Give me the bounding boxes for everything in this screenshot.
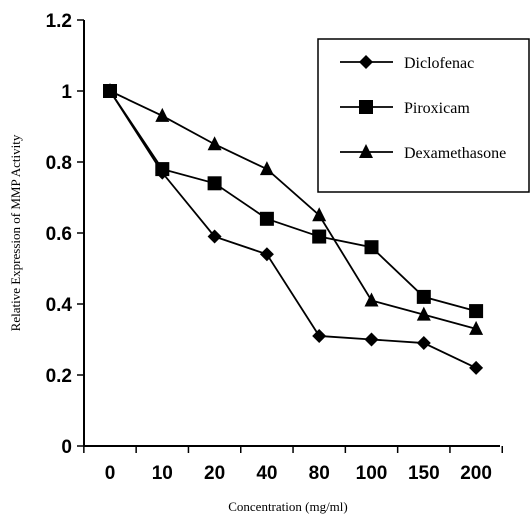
series-dexamethasone (103, 83, 484, 335)
legend-label-diclofenac: Diclofenac (404, 55, 474, 72)
data-point-dexamethasone (469, 320, 484, 335)
x-tick-label: 40 (256, 463, 277, 484)
data-point-piroxicam (312, 229, 327, 244)
x-tick-label: 80 (309, 463, 330, 484)
data-point-dexamethasone (364, 292, 379, 307)
series-group (103, 83, 484, 375)
legend-label-piroxicam: Piroxicam (404, 100, 470, 117)
data-point-dexamethasone (155, 107, 170, 122)
x-axis-title: Concentration (mg/ml) (228, 499, 348, 514)
data-point-diclofenac (312, 328, 327, 343)
data-point-diclofenac (207, 229, 222, 244)
data-point-piroxicam (259, 211, 274, 226)
data-point-piroxicam (469, 304, 484, 319)
legend-marker-dexamethasone (359, 144, 373, 158)
x-tick-label: 10 (152, 463, 173, 484)
x-tick-label: 200 (460, 463, 492, 484)
y-tick-label: 0.2 (46, 366, 72, 387)
data-point-piroxicam (207, 176, 222, 191)
series-line-piroxicam (109, 90, 477, 312)
x-tick-label: 20 (204, 463, 225, 484)
y-axis-title: Relative Expression of MMP Activity (8, 134, 23, 331)
legend: Diclofenac Piroxicam Dexamethasone (317, 38, 530, 193)
legend-marker-diclofenac (359, 55, 373, 69)
data-point-piroxicam (155, 162, 170, 177)
data-point-diclofenac (469, 360, 484, 375)
x-tick-label: 150 (408, 463, 440, 484)
x-tick-label: 0 (105, 463, 116, 484)
legend-label-dexamethasone: Dexamethasone (404, 145, 506, 162)
series-line-diclofenac (109, 90, 477, 369)
legend-item-diclofenac: Diclofenac (340, 55, 474, 72)
legend-item-dexamethasone: Dexamethasone (340, 144, 506, 162)
data-point-diclofenac (416, 336, 431, 351)
x-tick-label: 100 (356, 463, 388, 484)
legend-item-piroxicam: Piroxicam (340, 100, 470, 117)
y-tick-label: 1 (61, 82, 72, 103)
series-diclofenac (103, 84, 484, 375)
x-ticks: 0 10 20 40 80 100 150 200 (83, 446, 503, 484)
data-point-piroxicam (364, 240, 379, 255)
legend-box (317, 38, 530, 193)
y-tick-label: 1.2 (46, 11, 72, 32)
data-point-dexamethasone (103, 83, 117, 97)
data-point-dexamethasone (416, 306, 431, 321)
series-line-dexamethasone (109, 90, 477, 330)
data-point-piroxicam (416, 289, 431, 304)
y-tick-label: 0 (61, 437, 72, 458)
y-tick-label: 0.4 (46, 295, 73, 316)
data-point-dexamethasone (312, 207, 327, 222)
y-ticks: 0 0.2 0.4 0.6 0.8 1 1.2 (46, 11, 84, 458)
y-tick-label: 0.6 (46, 224, 72, 245)
data-point-diclofenac (259, 247, 274, 262)
data-point-diclofenac (364, 332, 379, 347)
y-tick-label: 0.8 (46, 153, 72, 174)
data-point-dexamethasone (259, 161, 274, 176)
legend-marker-piroxicam (359, 100, 373, 114)
data-point-dexamethasone (207, 136, 222, 151)
